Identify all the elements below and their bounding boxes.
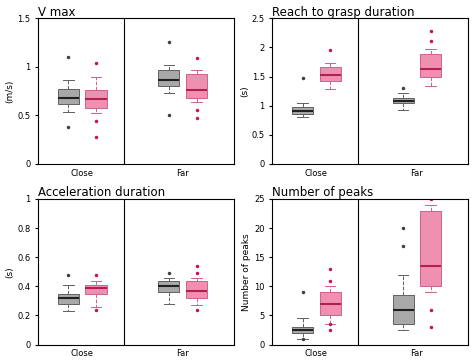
PathPatch shape xyxy=(85,285,107,294)
PathPatch shape xyxy=(85,90,107,108)
PathPatch shape xyxy=(158,281,180,292)
PathPatch shape xyxy=(186,281,207,298)
PathPatch shape xyxy=(392,98,414,103)
PathPatch shape xyxy=(292,107,313,114)
PathPatch shape xyxy=(319,292,341,316)
PathPatch shape xyxy=(158,70,180,86)
PathPatch shape xyxy=(392,295,414,324)
PathPatch shape xyxy=(58,89,79,104)
PathPatch shape xyxy=(58,294,79,304)
Text: Acceleration duration: Acceleration duration xyxy=(38,186,165,199)
PathPatch shape xyxy=(319,67,341,81)
PathPatch shape xyxy=(420,55,441,76)
PathPatch shape xyxy=(292,327,313,333)
PathPatch shape xyxy=(186,74,207,98)
Y-axis label: (s): (s) xyxy=(6,266,15,278)
Y-axis label: Number of peaks: Number of peaks xyxy=(243,233,252,310)
Text: Number of peaks: Number of peaks xyxy=(273,186,374,199)
Y-axis label: (s): (s) xyxy=(240,85,249,97)
Text: Reach to grasp duration: Reach to grasp duration xyxy=(273,5,415,19)
PathPatch shape xyxy=(420,211,441,286)
Text: V max: V max xyxy=(38,5,76,19)
Y-axis label: (m/s): (m/s) xyxy=(6,79,15,103)
